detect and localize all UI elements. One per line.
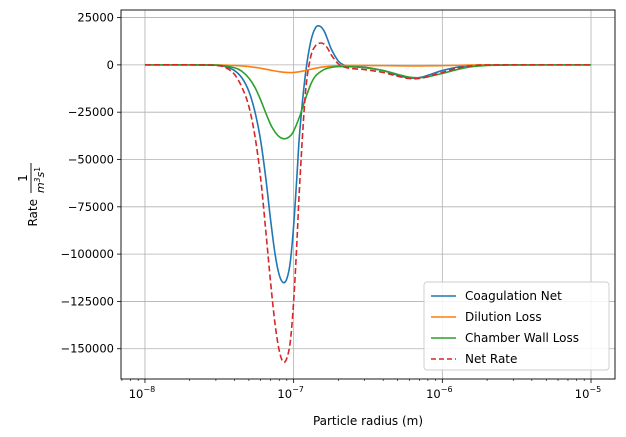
y-axis: 25000 0 −25000 −50000 −75000 −100000 −125000 −1… [60,11,121,356]
x-tick-label-exponent: −8 [143,385,155,394]
y-tick-label: 0 [107,58,114,72]
x-tick-label-exponent: −6 [441,385,453,394]
legend-item-coagulation: Coagulation Net [431,289,562,303]
series-line-net-rate [144,42,592,364]
x-axis: 10−8 10−7 10−6 10−5 [121,379,601,401]
legend-item-chamber-wall: Chamber Wall Loss [431,331,579,345]
y-tick-label: 25000 [77,11,114,25]
x-tick-label: 10−5 [575,385,601,401]
y-tick-label: −100000 [60,247,114,261]
x-tick-label-exponent: −5 [589,385,601,394]
plot-frame [120,9,616,380]
series-line-coagulation-net [144,24,592,284]
y-tick-label: −50000 [68,152,114,166]
y-axis-label-word: Rate [26,199,40,227]
legend-label-net-rate: Net Rate [465,352,517,366]
x-tick-label: 10−7 [277,385,303,401]
x-tick-label: 10−8 [129,385,155,401]
y-axis-label-denominator-sup: 3 [33,177,42,182]
x-tick-label-exponent: −7 [292,385,304,394]
legend-label-chamber-wall: Chamber Wall Loss [465,331,579,345]
legend: Coagulation Net Dilution Loss Chamber Wa… [423,281,610,371]
legend-label-dilution: Dilution Loss [465,310,542,324]
y-tick-label: −125000 [60,294,114,308]
x-tick-label-base: 10 [277,387,292,401]
x-axis-label: Particle radius (m) [313,414,423,428]
x-tick-label-base: 10 [575,387,590,401]
x-tick-label-base: 10 [129,387,144,401]
legend-label-coagulation: Coagulation Net [465,289,562,303]
legend-item-net-rate: Net Rate [431,352,517,366]
x-tick-label: 10−6 [426,385,452,401]
x-tick-label-base: 10 [426,387,441,401]
y-axis-label-denominator: m3s1 [33,167,47,193]
y-tick-label: −25000 [68,105,114,119]
legend-box [423,281,610,371]
y-tick-label: −150000 [60,342,114,356]
series-line-chamber-wall-loss [144,64,592,140]
y-axis-label: Rate 1 m3s1 [16,163,47,227]
y-axis-label-denominator-tail: s [34,172,47,178]
y-axis-label-numerator: 1 [16,174,30,182]
series-line-dilution-loss [144,64,592,74]
legend-item-dilution: Dilution Loss [431,310,542,324]
series-lines [144,24,592,364]
y-tick-label: −75000 [68,200,114,214]
y-axis-label-denominator-base: m [34,182,47,193]
y-axis-label-denominator-tail-sup: 1 [33,167,42,172]
